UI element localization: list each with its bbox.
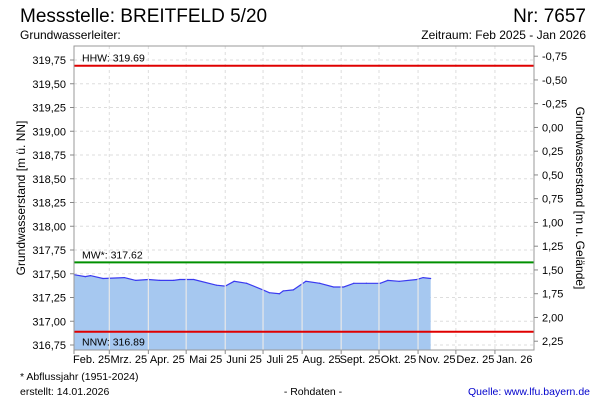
data-point <box>305 280 307 282</box>
y-right-tick-label: 1,00 <box>542 217 563 229</box>
raw-data-label: - Rohdaten - <box>284 386 343 398</box>
y-tick-label: 319,00 <box>32 126 66 138</box>
data-point <box>89 275 91 277</box>
data-point <box>319 282 321 284</box>
data-point <box>353 282 355 284</box>
data-point <box>365 282 367 284</box>
y-tick-label: 317,00 <box>32 316 66 328</box>
reference-label: HHW: 319.69 <box>82 53 145 65</box>
y-right-tick-label: -0,50 <box>542 75 567 87</box>
data-point <box>268 292 270 294</box>
x-tick-label: Juni 25 <box>226 354 261 366</box>
data-point <box>416 278 418 281</box>
y-tick-label: 318,00 <box>32 221 66 233</box>
y-tick-label: 318,50 <box>32 174 66 186</box>
y-right-tick-label: -0,75 <box>542 51 567 63</box>
y-right-tick-label: 2,25 <box>542 336 563 348</box>
data-point <box>398 280 400 282</box>
x-tick-label: Apr. 25 <box>150 354 185 366</box>
data-point <box>84 276 86 278</box>
data-point <box>233 280 235 282</box>
y-right-tick-label: -0,25 <box>542 99 567 111</box>
y-axis-right-label: Grundwasserstand [m u. Gelände] <box>573 107 587 290</box>
data-point <box>343 286 345 288</box>
y-tick-label: 317,25 <box>32 293 66 305</box>
y-right-tick-label: 0,75 <box>542 194 563 206</box>
data-point <box>246 282 248 284</box>
axes: 319,75 319,50 319,25 319,00 318,75 318,50 318,… <box>32 51 567 366</box>
y-tick-label: 318,75 <box>32 150 66 162</box>
data-point <box>379 282 381 284</box>
station-number: Nr: 7657 <box>513 6 586 27</box>
data-point <box>123 276 126 279</box>
reference-lines: HHW: 319.69 MW*: 317.62 NNW: 316.89 <box>74 53 534 349</box>
month-gridlines <box>108 277 419 350</box>
x-tick-label: Jan. 26 <box>496 354 532 366</box>
y-tick-label: 318,25 <box>32 198 66 210</box>
x-tick-label: Okt. 25 <box>381 354 416 366</box>
data-point <box>193 278 195 281</box>
created-date: erstellt: 14.01.2026 <box>20 386 109 398</box>
y-tick-label: 316,75 <box>32 340 66 352</box>
y-right-tick-label: 1,50 <box>542 265 563 277</box>
source-link[interactable]: Quelle: www.lfu.bayern.de <box>468 386 590 398</box>
x-tick-label: Dez. 25 <box>456 354 494 366</box>
x-tick-label: Mai 25 <box>189 354 222 366</box>
y-tick-label: 319,25 <box>32 103 66 115</box>
y-right-tick-label: 0,50 <box>542 170 563 182</box>
y-right-tick-label: 1,25 <box>542 241 563 253</box>
data-point <box>215 284 218 286</box>
station-title: Messstelle: BREITFELD 5/20 <box>20 6 267 27</box>
data-point <box>179 278 181 281</box>
x-tick-label: Nov. 25 <box>418 354 455 366</box>
y-right-tick-label: 1,75 <box>542 289 563 301</box>
data-point <box>159 279 161 281</box>
x-tick-label: Aug. 25 <box>303 354 341 366</box>
y-tick-label: 319,75 <box>32 55 66 67</box>
period-label: Zeitraum: Feb 2025 - Jan 2026 <box>421 28 586 42</box>
data-point <box>387 279 389 281</box>
data-point <box>292 289 294 291</box>
footnote: * Abflussjahr (1951-2024) <box>20 371 139 383</box>
data-point <box>282 290 284 292</box>
data-point <box>430 277 432 280</box>
data-point <box>278 293 281 295</box>
data-point <box>422 276 424 279</box>
y-axis-label: Grundwasserstand [m ü. NN] <box>14 121 28 276</box>
data-point <box>333 286 335 288</box>
reference-label: MW*: 317.62 <box>82 249 143 261</box>
x-tick-label: Feb. 25 <box>73 354 110 366</box>
plot-frame <box>73 45 535 351</box>
x-tick-label: Mrz. 25 <box>110 354 147 366</box>
data-point <box>172 279 175 281</box>
x-tick-label: Sept. 25 <box>340 354 381 366</box>
y-right-tick-label: 0,00 <box>542 122 563 134</box>
data-point <box>135 279 137 281</box>
reference-label: NNW: 316.89 <box>82 337 145 349</box>
x-tick-label: Juli 25 <box>267 354 299 366</box>
y-tick-label: 317,75 <box>32 245 66 257</box>
data-point <box>102 277 104 280</box>
y-right-tick-label: 2,00 <box>542 312 563 324</box>
y-right-tick-label: 0,25 <box>542 146 563 158</box>
y-tick-label: 319,50 <box>32 79 66 91</box>
water-level-line <box>73 274 431 295</box>
y-tick-label: 317,50 <box>32 269 66 281</box>
aquifer-label: Grundwasserleiter: <box>20 28 121 42</box>
